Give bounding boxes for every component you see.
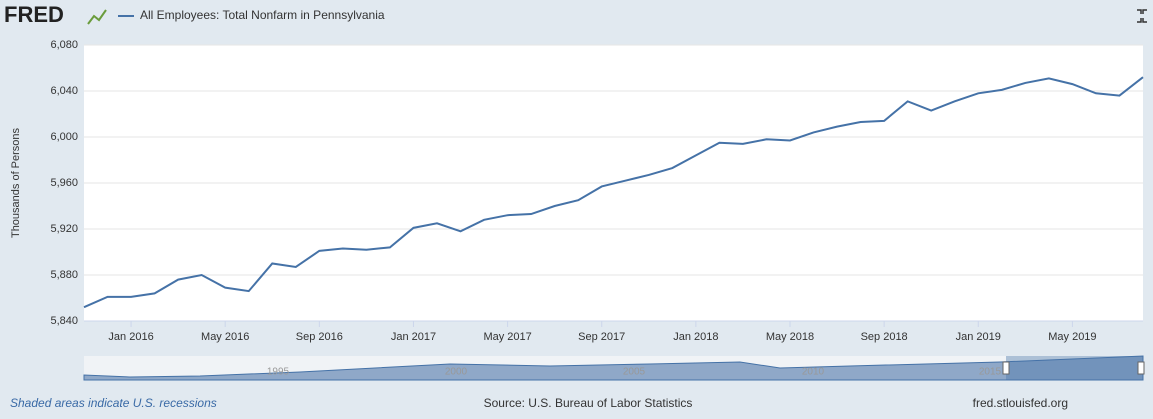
series-line [83, 76, 1144, 309]
x-tick-label: May 2016 [201, 331, 249, 343]
y-tick-label: 6,000 [50, 131, 78, 143]
y-axis-label: Thousands of Persons [10, 127, 22, 238]
legend-label[interactable]: All Employees: Total Nonfarm in Pennsylv… [140, 8, 385, 22]
y-tick-label: 6,040 [50, 85, 78, 97]
source: Source: U.S. Bureau of Labor Statistics [484, 396, 693, 410]
navigator-label: 2015 [979, 367, 1002, 378]
fullscreen-icon[interactable] [1137, 9, 1147, 23]
y-tick-label: 6,080 [50, 39, 78, 51]
y-tick-label: 5,880 [50, 269, 78, 281]
x-tick-label: Sep 2017 [578, 331, 625, 343]
logo-icon [87, 9, 107, 25]
y-tick-label: 5,920 [50, 223, 78, 235]
navigator-label: 2005 [623, 367, 646, 378]
x-tick-label: Jan 2019 [956, 331, 1001, 343]
x-tick-label: Jan 2018 [673, 331, 718, 343]
x-tick-label: Jan 2017 [391, 331, 436, 343]
x-tick-label: Sep 2018 [861, 331, 908, 343]
x-tick-label: May 2018 [766, 331, 814, 343]
y-tick-label: 5,960 [50, 177, 78, 189]
navigator-label: 2010 [802, 367, 825, 378]
navigator-label: 2000 [445, 367, 468, 378]
navigator-area [83, 355, 1144, 381]
navigator-handle[interactable] [1002, 361, 1010, 375]
navigator-label: 1995 [267, 367, 290, 378]
x-tick-label: May 2019 [1048, 331, 1096, 343]
recession-note[interactable]: Shaded areas indicate U.S. recessions [10, 396, 217, 410]
navigator-handle[interactable] [1137, 361, 1145, 375]
x-tick-label: Jan 2016 [108, 331, 153, 343]
x-tick-label: Sep 2016 [296, 331, 343, 343]
x-tick-label: May 2017 [483, 331, 531, 343]
logo: FRED [4, 2, 64, 27]
navigator-selection[interactable] [1006, 356, 1143, 380]
site-url[interactable]: fred.stlouisfed.org [973, 396, 1068, 410]
y-tick-label: 5,840 [50, 315, 78, 327]
